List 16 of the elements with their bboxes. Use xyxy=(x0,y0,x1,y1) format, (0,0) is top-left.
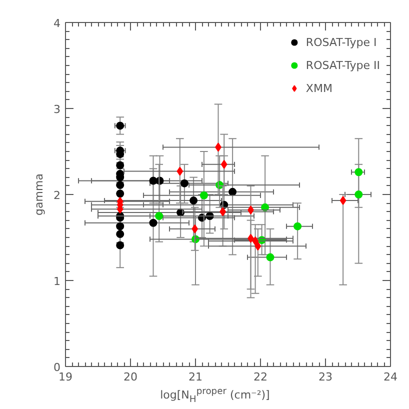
x-tick-label: 23 xyxy=(318,370,332,384)
x-tick-label: 22 xyxy=(254,370,268,384)
legend-label: ROSAT-Type II xyxy=(306,58,380,72)
y-tick-label: 3 xyxy=(54,103,60,116)
legend-label: ROSAT-Type I xyxy=(306,36,377,48)
x-tick-label: 19 xyxy=(58,370,72,384)
y-tick-label: 4 xyxy=(54,17,60,30)
x-tick-label: 20 xyxy=(124,370,138,384)
legend-label: XMM xyxy=(306,82,332,94)
y-axis-title: gamma xyxy=(32,174,46,216)
y-tick-label: 1 xyxy=(54,275,60,288)
y-tick-label: 2 xyxy=(54,189,60,202)
y-tick-label: 0 xyxy=(54,361,60,374)
x-axis-title: log[N$_{H}$$^{proper}$ (cm⁻²)] xyxy=(160,385,270,406)
x-tick-label: 24 xyxy=(384,370,398,384)
x-tick-label: 21 xyxy=(188,370,202,384)
